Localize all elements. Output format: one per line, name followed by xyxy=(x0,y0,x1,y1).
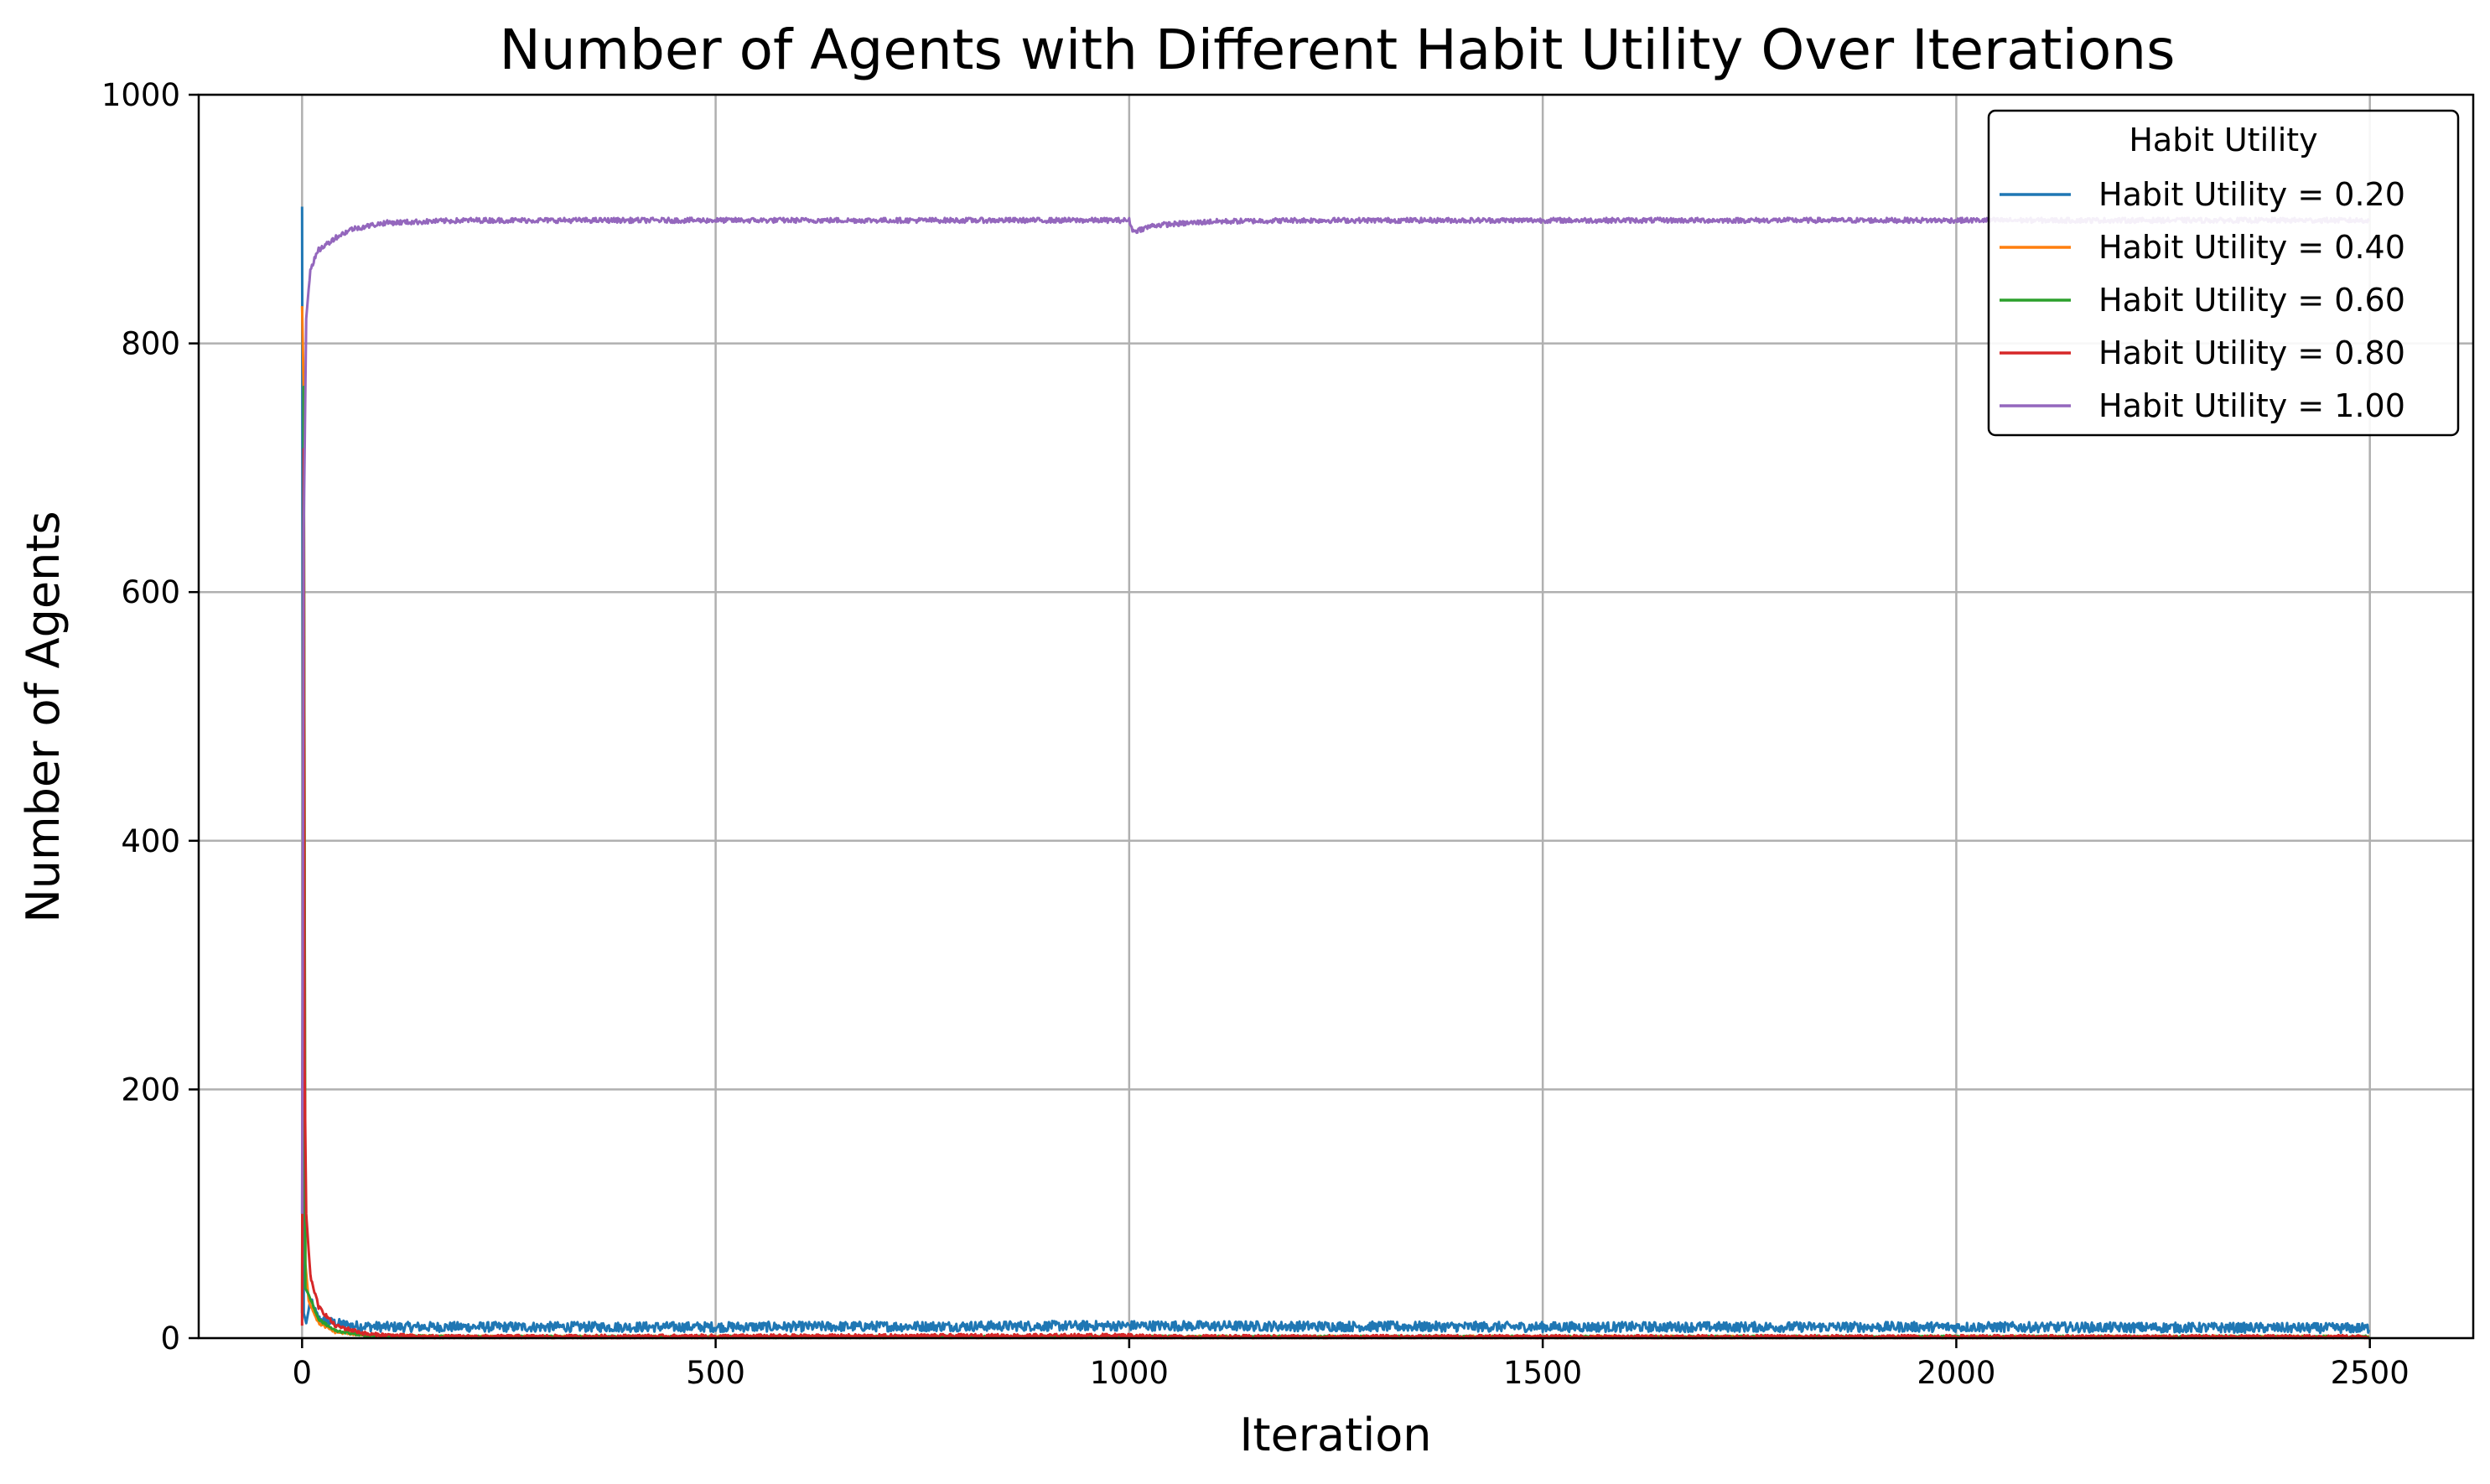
x-tick-label: 2000 xyxy=(1917,1355,1995,1391)
x-tick-label: 0 xyxy=(293,1355,313,1391)
y-tick-label: 0 xyxy=(160,1321,180,1357)
series-lines xyxy=(300,206,2371,1340)
x-tick-label: 500 xyxy=(686,1355,745,1391)
x-tick-label: 1500 xyxy=(1503,1355,1582,1391)
y-tick-label: 1000 xyxy=(101,77,180,113)
legend-label: Habit Utility = 0.40 xyxy=(2098,229,2405,266)
y-tick-label: 600 xyxy=(121,574,180,610)
legend: Habit Utility Habit Utility = 0.20 Habit … xyxy=(1987,109,2460,437)
plot-frame xyxy=(197,93,2475,1340)
legend-label: Habit Utility = 0.80 xyxy=(2098,335,2405,371)
y-tick-label: 800 xyxy=(121,326,180,362)
y-axis-label: Number of Agents xyxy=(17,511,70,922)
series-line-4 xyxy=(300,448,2370,1340)
series-line-3 xyxy=(300,386,2370,1340)
x-tick-label: 1000 xyxy=(1090,1355,1169,1391)
x-tick-label: 2500 xyxy=(2331,1355,2410,1391)
legend-label: Habit Utility = 1.00 xyxy=(2098,387,2405,424)
legend-title: Habit Utility xyxy=(2129,122,2317,158)
legend-label: Habit Utility = 0.60 xyxy=(2098,282,2405,319)
x-axis-label: Iteration xyxy=(1239,1409,1431,1461)
ticks: 0 500 1000 1500 2000 2500 0 200 400 600 800 1000 xyxy=(101,77,2410,1391)
series-line-2 xyxy=(300,306,2370,1340)
series-line-1 xyxy=(300,206,2371,1335)
legend-box xyxy=(1987,109,2460,437)
chart-title: Number of Agents with Different Habit Ut… xyxy=(500,18,2176,82)
y-tick-label: 200 xyxy=(121,1071,180,1108)
y-tick-label: 400 xyxy=(121,823,180,859)
legend-label: Habit Utility = 0.20 xyxy=(2098,176,2405,213)
